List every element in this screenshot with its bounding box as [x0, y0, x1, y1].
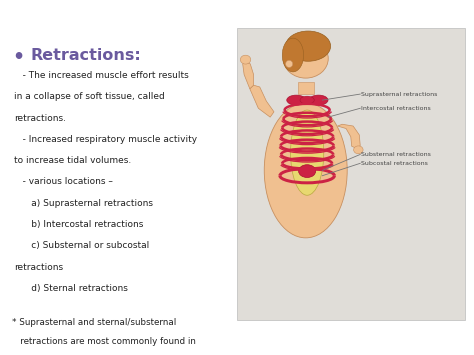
Text: d) Sternal retractions: d) Sternal retractions [14, 284, 128, 293]
Text: •: • [12, 48, 24, 67]
Polygon shape [298, 82, 314, 94]
Ellipse shape [300, 96, 314, 104]
Ellipse shape [309, 95, 328, 105]
Ellipse shape [291, 110, 324, 195]
Ellipse shape [285, 60, 292, 67]
Text: Intercostal retractions: Intercostal retractions [361, 106, 431, 111]
Text: in a collapse of soft tissue, called: in a collapse of soft tissue, called [14, 92, 165, 101]
Ellipse shape [240, 55, 251, 64]
Text: Subcostal retractions: Subcostal retractions [361, 161, 428, 166]
Text: - Increased respiratory muscle activity: - Increased respiratory muscle activity [14, 135, 197, 144]
Text: * Suprasternal and sternal/substernal: * Suprasternal and sternal/substernal [12, 318, 176, 327]
Ellipse shape [282, 38, 304, 72]
Polygon shape [243, 62, 254, 89]
Text: retractions are most commonly found in: retractions are most commonly found in [12, 337, 196, 346]
Ellipse shape [264, 103, 347, 238]
Polygon shape [250, 85, 274, 117]
Text: Suprasternal retractions: Suprasternal retractions [361, 92, 438, 97]
Polygon shape [337, 124, 360, 148]
Text: c) Substernal or subcostal: c) Substernal or subcostal [14, 241, 149, 250]
Text: retractions.: retractions. [14, 114, 66, 122]
Circle shape [299, 165, 316, 178]
Ellipse shape [287, 95, 306, 105]
Ellipse shape [283, 39, 328, 78]
Text: Retractions:: Retractions: [31, 48, 142, 63]
Text: a) Suprasternal retractions: a) Suprasternal retractions [14, 199, 153, 208]
Ellipse shape [354, 146, 363, 154]
Text: b) Intercostal retractions: b) Intercostal retractions [14, 220, 144, 229]
Text: Substernal retractions: Substernal retractions [361, 152, 431, 157]
Ellipse shape [285, 31, 331, 61]
Text: - various locations –: - various locations – [14, 178, 113, 186]
FancyBboxPatch shape [237, 28, 465, 320]
Text: - The increased muscle effort results: - The increased muscle effort results [14, 71, 189, 80]
Text: to increase tidal volumes.: to increase tidal volumes. [14, 156, 131, 165]
Text: retractions: retractions [14, 263, 64, 272]
